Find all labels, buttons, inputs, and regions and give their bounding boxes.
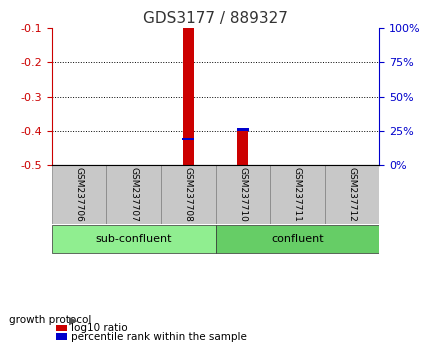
FancyBboxPatch shape	[160, 165, 215, 224]
Bar	[236, 128, 249, 131]
Text: confluent: confluent	[270, 234, 323, 244]
Text: GSM237706: GSM237706	[74, 167, 83, 222]
FancyBboxPatch shape	[215, 165, 270, 224]
Bar	[237, 129, 248, 165]
Bar	[181, 138, 194, 141]
FancyBboxPatch shape	[52, 165, 106, 224]
Text: GSM237712: GSM237712	[347, 167, 356, 222]
Bar	[182, 10, 193, 165]
Text: GSM237710: GSM237710	[238, 167, 247, 222]
Text: log10 ratio: log10 ratio	[71, 323, 127, 333]
Text: GSM237711: GSM237711	[292, 167, 301, 222]
FancyBboxPatch shape	[324, 165, 378, 224]
Text: sub-confluent: sub-confluent	[95, 234, 172, 244]
FancyBboxPatch shape	[270, 165, 324, 224]
FancyBboxPatch shape	[52, 225, 215, 253]
FancyBboxPatch shape	[106, 165, 160, 224]
Text: GSM237708: GSM237708	[183, 167, 192, 222]
FancyBboxPatch shape	[215, 225, 378, 253]
Title: GDS3177 / 889327: GDS3177 / 889327	[143, 11, 287, 26]
Text: growth protocol: growth protocol	[9, 315, 91, 325]
Text: ▶: ▶	[69, 315, 77, 325]
Text: percentile rank within the sample: percentile rank within the sample	[71, 332, 246, 342]
Text: GSM237707: GSM237707	[129, 167, 138, 222]
